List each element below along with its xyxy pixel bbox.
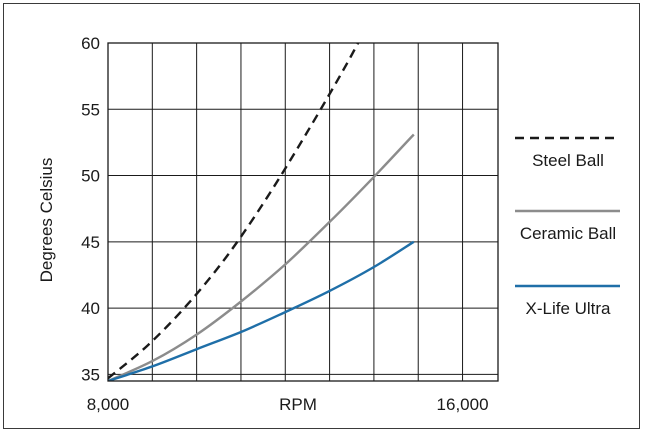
y-axis-label: Degrees Celsius (37, 158, 56, 283)
legend-label: Steel Ball (532, 151, 604, 170)
series-lines (108, 43, 415, 381)
y-tick-label: 60 (81, 34, 100, 53)
x-axis-ticks: 8,000 16,000 (87, 395, 489, 414)
x-axis-label: RPM (279, 395, 317, 414)
y-tick-label: 45 (81, 233, 100, 252)
y-tick-label: 40 (81, 299, 100, 318)
x-tick-label: 8,000 (87, 395, 130, 414)
chart-frame (3, 3, 640, 429)
legend-label: X-Life Ultra (525, 299, 611, 318)
y-tick-label: 55 (81, 100, 100, 119)
y-tick-label: 35 (81, 365, 100, 384)
grid-lines (108, 42, 498, 381)
legend: Steel Ball Ceramic Ball X-Life Ultra (515, 136, 620, 318)
series-line-x-life-ultra (108, 240, 415, 381)
series-line-ceramic-ball (108, 133, 415, 381)
y-axis-ticks: 35 40 45 50 55 60 (81, 34, 100, 384)
legend-label: Ceramic Ball (520, 224, 616, 243)
series-line-steel-ball (108, 43, 360, 380)
y-tick-label: 50 (81, 167, 100, 186)
plot-area-border (107, 42, 499, 382)
x-tick-label: 16,000 (437, 395, 489, 414)
